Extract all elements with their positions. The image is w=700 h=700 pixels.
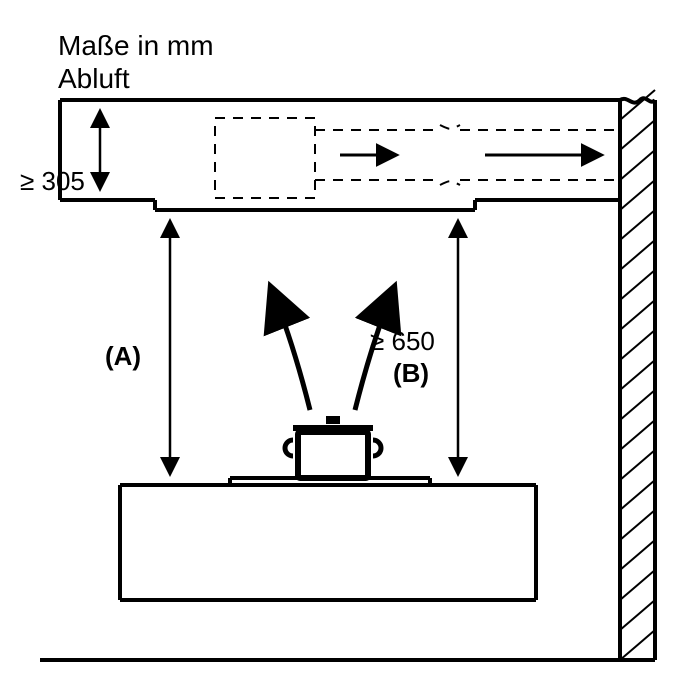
label-a: (A)	[105, 341, 141, 371]
hood	[155, 200, 475, 210]
title-line-2: Abluft	[58, 63, 130, 94]
diagram: Maße in mm Abluft	[0, 0, 700, 700]
title-line-1: Maße in mm	[58, 30, 214, 61]
pot-icon	[285, 416, 381, 478]
wall	[620, 90, 655, 660]
counter	[120, 485, 536, 600]
duct	[215, 118, 620, 198]
dimension-b: ≥ 650 (B)	[370, 222, 458, 473]
ceiling	[60, 100, 620, 200]
dim-top-label: ≥ 305	[20, 166, 85, 196]
dim-bottom-ref: (B)	[393, 358, 429, 388]
dimension-a: (A)	[105, 222, 170, 473]
dim-bottom-value: ≥ 650	[370, 326, 435, 356]
